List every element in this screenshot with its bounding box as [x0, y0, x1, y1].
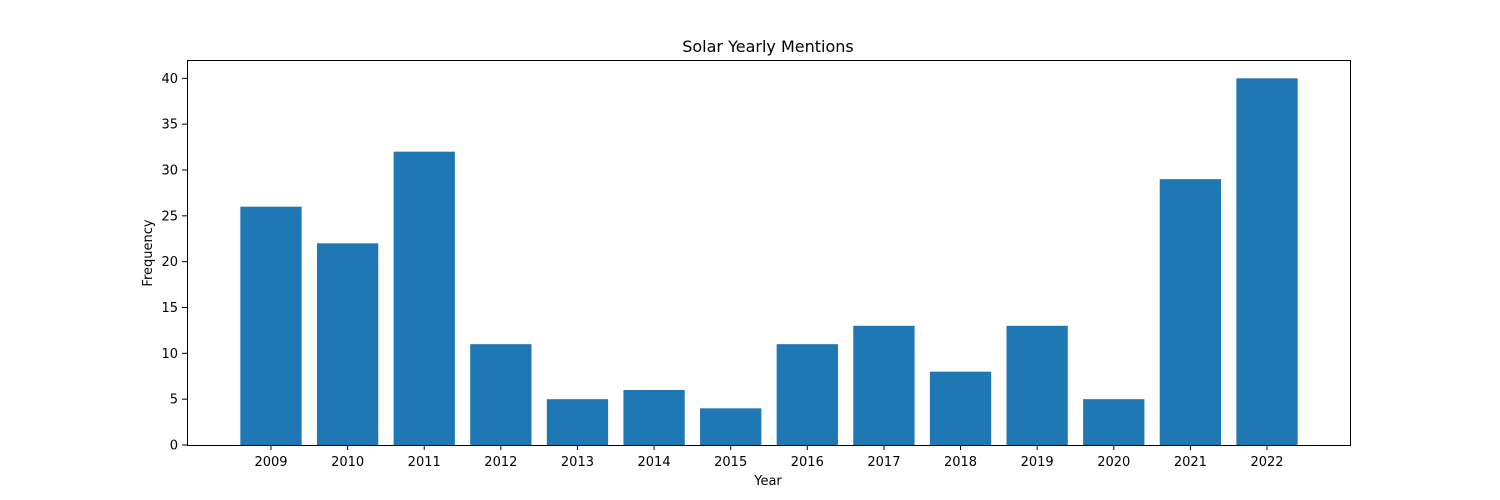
bar-2015	[700, 408, 762, 445]
bar-2016	[776, 344, 838, 445]
x-tick-label: 2010	[331, 455, 364, 470]
x-tick-label: 2015	[714, 455, 747, 470]
bars-group	[240, 78, 1298, 445]
x-tick-label: 2016	[791, 455, 824, 470]
bar-2022	[1236, 78, 1298, 445]
plot-area-frame	[187, 60, 1351, 446]
x-tick-label: 2020	[1097, 455, 1130, 470]
x-tick-label: 2012	[484, 455, 517, 470]
y-tick-label: 5	[170, 393, 178, 408]
x-tick-label: 2017	[867, 455, 900, 470]
x-tick-label: 2009	[254, 455, 287, 470]
x-tick-label: 2021	[1174, 455, 1207, 470]
x-tick-label: 2018	[944, 455, 977, 470]
bar-2017	[853, 325, 915, 445]
x-tick-label: 2013	[561, 455, 594, 470]
bar-2019	[1006, 325, 1068, 445]
bar-2014	[623, 390, 685, 445]
y-tick-label: 35	[161, 118, 178, 133]
y-tick-label: 10	[161, 347, 178, 362]
x-axis-ticks: 2009 2010 2011 2012 2013 2014 2015 2016 2017 2018…	[254, 445, 1284, 470]
bar-2021	[1159, 179, 1222, 445]
bar-2018	[929, 371, 992, 445]
y-tick-label: 30	[161, 164, 178, 179]
bar-2012	[470, 344, 532, 445]
x-tick-label: 2011	[408, 455, 441, 470]
bar-2010	[316, 243, 379, 445]
x-tick-label: 2019	[1021, 455, 1054, 470]
y-axis-label: Frequency	[141, 219, 156, 286]
x-tick-label: 2014	[638, 455, 671, 470]
chart-title: Solar Yearly Mentions	[682, 37, 854, 56]
bar-2011	[393, 151, 455, 445]
y-tick-label: 40	[161, 72, 178, 87]
x-axis-label: Year	[753, 474, 782, 489]
y-tick-label: 15	[161, 301, 178, 316]
y-tick-label: 25	[161, 209, 178, 224]
y-tick-label: 20	[161, 255, 178, 270]
bar-2020	[1083, 399, 1145, 445]
y-tick-label: 0	[170, 439, 178, 454]
bar-2013	[546, 399, 609, 445]
y-axis-ticks: 0 5 10 15 20 25 30 35 40	[161, 72, 187, 454]
x-tick-label: 2022	[1250, 455, 1283, 470]
bar-2009	[240, 206, 302, 445]
